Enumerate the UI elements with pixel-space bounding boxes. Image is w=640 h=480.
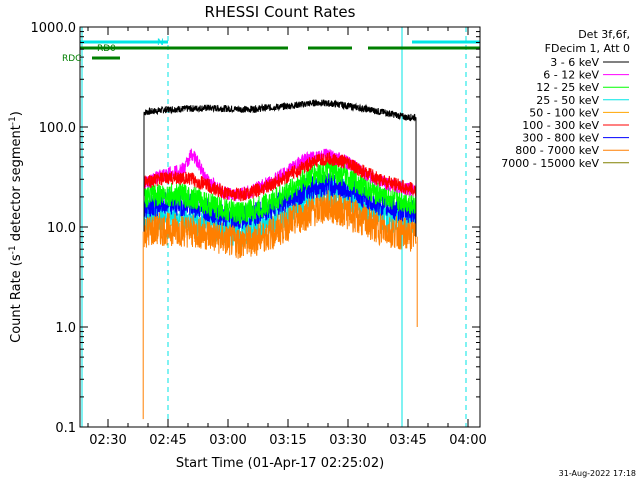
legend-label-5: 100 - 300 keV — [522, 119, 599, 132]
flag-label-rdc: RDC — [62, 54, 81, 64]
series-line-0 — [143, 99, 417, 123]
legend-header-line-1: FDecim 1, Att 0 — [545, 42, 630, 55]
legend-label-3: 25 - 50 keV — [536, 94, 599, 107]
series-line-5 — [143, 152, 417, 202]
plot-timestamp: 31-Aug-2022 17:18 — [559, 469, 636, 478]
plot-area — [80, 27, 480, 427]
y-axis-label-middle: detector segment — [9, 125, 24, 245]
x-tick-label-3: 03:15 — [269, 433, 306, 448]
legend-label-0: 3 - 6 keV — [550, 56, 599, 69]
x-axis-label: Start Time (01-Apr-17 02:25:02) — [176, 456, 384, 471]
y-axis-label-main: Count Rate (s — [9, 254, 24, 343]
series-line-1 — [143, 148, 417, 202]
x-tick-label-5: 03:45 — [389, 433, 426, 448]
y-tick-label-1: 1.0 — [55, 321, 76, 336]
legend-label-8: 7000 - 15000 keV — [501, 157, 599, 170]
y-tick-label-2: 10.0 — [47, 221, 76, 236]
series-line-7 — [143, 190, 417, 259]
legend-label-7: 800 - 7000 keV — [515, 144, 599, 157]
y-axis-label-exponent-1: -1 — [8, 245, 18, 254]
chart-title: RHESSI Count Rates — [205, 3, 356, 21]
flag-label-n: N — [157, 38, 164, 48]
x-tick-label-1: 02:45 — [149, 433, 186, 448]
legend-header-line-0: Det 3f,6f, — [578, 28, 630, 41]
y-tick-label-0: 0.1 — [55, 421, 76, 436]
x-tick-label-0: 02:30 — [89, 433, 126, 448]
flag-label-rd0: RD0 — [97, 44, 116, 54]
x-axis: 02:30 02:45 03:00 03:15 03:30 03:45 04:00 — [87, 27, 487, 448]
x-tick-label-4: 03:30 — [329, 433, 366, 448]
legend-label-6: 300 - 800 keV — [522, 132, 599, 145]
y-axis: 0.1 1.0 10.0 100.0 1000.0 — [31, 21, 480, 436]
x-tick-label-6: 04:00 — [449, 433, 486, 448]
y-axis-label-end: ) — [9, 111, 24, 116]
y-tick-label-4: 1000.0 — [31, 21, 77, 36]
legend-label-4: 50 - 100 keV — [529, 106, 599, 119]
legend-label-1: 6 - 12 keV — [543, 69, 599, 82]
legend-label-2: 12 - 25 keV — [536, 81, 599, 94]
y-tick-label-3: 100.0 — [39, 121, 76, 136]
y-axis-label-exponent-2: -1 — [8, 116, 18, 125]
y-axis-label: Count Rate (s-1 detector segment-1) — [8, 111, 24, 343]
x-tick-label-2: 03:00 — [209, 433, 246, 448]
